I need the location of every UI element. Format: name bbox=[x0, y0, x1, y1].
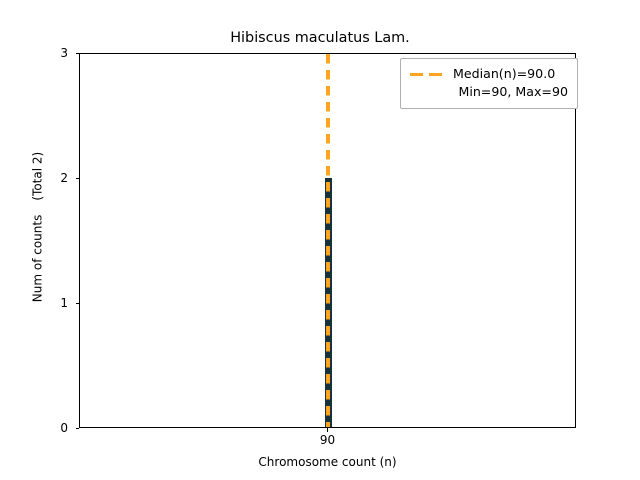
legend-label-median: Median(n)=90.0 bbox=[453, 66, 556, 81]
y-axis-label: Num of counts (Total 2) bbox=[31, 40, 45, 415]
plot-inner bbox=[80, 54, 575, 427]
y-tick-label-3: 3 bbox=[60, 46, 68, 60]
y-axis-label-line2: (Total 2) bbox=[30, 151, 45, 201]
y-tick-mark-1 bbox=[75, 302, 80, 304]
x-tick-label-90: 90 bbox=[319, 433, 336, 447]
plot-area bbox=[79, 53, 576, 428]
legend[interactable]: Median(n)=90.0 Min=90, Max=90 bbox=[400, 58, 578, 109]
y-tick-label-1: 1 bbox=[60, 296, 68, 310]
y-tick-mark-2 bbox=[75, 177, 80, 179]
y-tick-label-0: 0 bbox=[60, 421, 68, 435]
x-axis-label: Chromosome count (n) bbox=[258, 455, 397, 469]
legend-entry-median: Median(n)=90.0 bbox=[409, 65, 569, 83]
legend-entry-minmax: Min=90, Max=90 bbox=[409, 83, 569, 101]
y-tick-mark-3 bbox=[75, 52, 80, 54]
chart-title: Hibiscus maculatus Lam. bbox=[230, 30, 410, 46]
y-tick-label-2: 2 bbox=[60, 171, 68, 185]
dashed-line-icon bbox=[409, 65, 445, 83]
x-tick-mark-90 bbox=[327, 428, 329, 432]
legend-label-minmax: Min=90, Max=90 bbox=[458, 84, 568, 99]
y-axis-label-line1: Num of counts bbox=[30, 214, 45, 303]
median-line bbox=[326, 54, 330, 427]
y-tick-mark-0 bbox=[75, 427, 80, 429]
